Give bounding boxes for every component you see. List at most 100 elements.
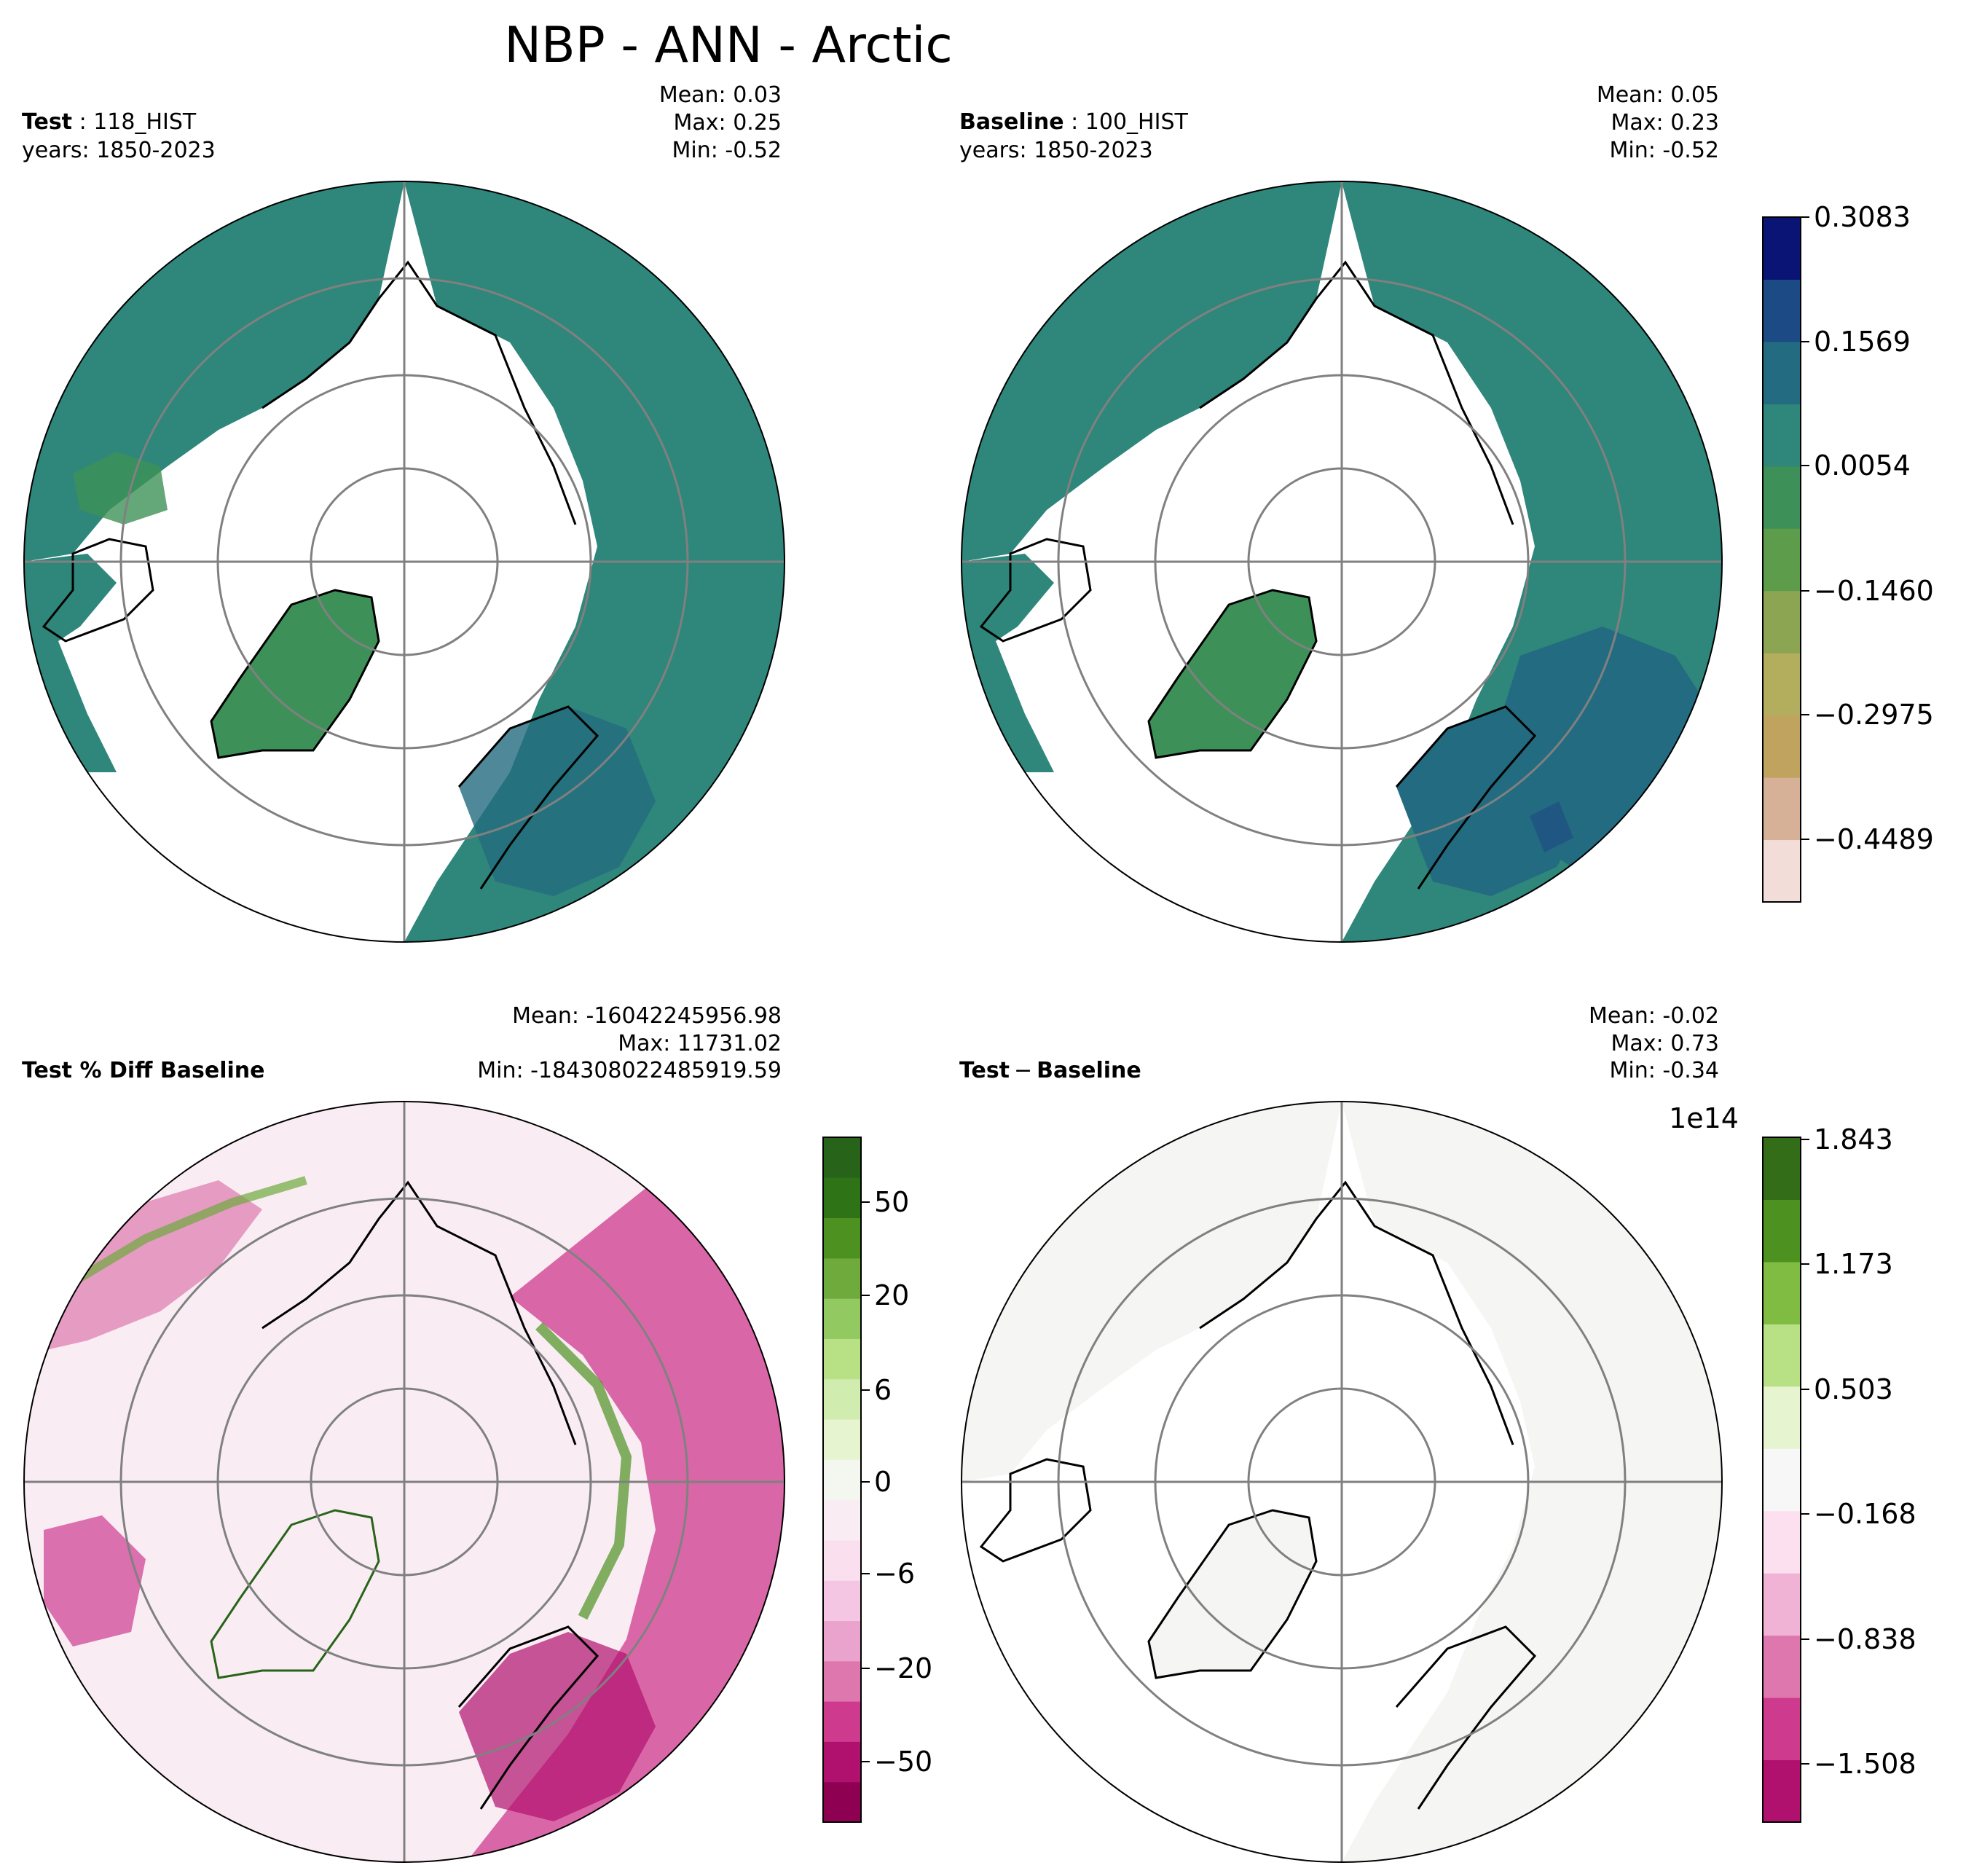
colorbar-diff-exponent: 1e14 bbox=[1669, 1102, 1739, 1134]
panel-test-years: years: 1850-2023 bbox=[22, 138, 216, 163]
colorbar-main-swatch bbox=[1763, 839, 1801, 903]
colorbar-pct-swatch bbox=[823, 1701, 861, 1742]
colorbar-diff: 1e14 1.843 1.173 0.503 −0.168 −0.838 −1.508 bbox=[1669, 1102, 1916, 1823]
colorbar-main-swatch bbox=[1763, 777, 1801, 841]
map-border-baseline bbox=[961, 181, 1723, 943]
panel-baseline: Baseline : 100_HIST years: 1850-2023 Mea… bbox=[959, 82, 1723, 943]
polar-map-baseline bbox=[962, 181, 1722, 942]
panel-diff-min: Min: -0.34 bbox=[1610, 1058, 1720, 1083]
panel-test-header: Test : 118_HIST bbox=[22, 109, 197, 135]
field-pct-america bbox=[24, 1180, 262, 1355]
colorbar-pct-swatch bbox=[823, 1499, 861, 1541]
colorbar-main-swatch bbox=[1763, 404, 1801, 467]
colorbar-diff-swatch bbox=[1763, 1261, 1801, 1324]
panel-test-mean: Mean: 0.03 bbox=[659, 82, 782, 108]
colorbar-main-tick-label: 0.3083 bbox=[1814, 201, 1911, 233]
colorbar-main-frame bbox=[1762, 216, 1801, 903]
coast-arctic-pct bbox=[262, 1180, 577, 1445]
polar-map-diff bbox=[962, 1102, 1722, 1862]
colorbar-diff-swatch bbox=[1763, 1324, 1801, 1387]
colorbar-pct-tick-label: 20 bbox=[874, 1279, 909, 1311]
graticule-baseline bbox=[962, 181, 1722, 942]
coast-greenland-test bbox=[210, 589, 380, 759]
colorbar-diff-tick-label: −0.168 bbox=[1814, 1498, 1916, 1530]
coast-arctic-baseline bbox=[1199, 260, 1514, 525]
colorbar-main-swatch bbox=[1763, 217, 1801, 280]
colorbar-pct-tick-label: −50 bbox=[874, 1746, 932, 1778]
polar-map-pct-diff bbox=[24, 1102, 785, 1862]
panel-diff-header: Test − Baseline bbox=[959, 1058, 1141, 1083]
graticule-diff bbox=[962, 1102, 1722, 1862]
colorbar-diff-tick-label: 1.173 bbox=[1814, 1248, 1893, 1280]
coast-scandinavia-baseline bbox=[1395, 705, 1537, 890]
field-pct-eurasia-magenta bbox=[466, 1180, 785, 1862]
colorbar-diff-swatch bbox=[1763, 1759, 1801, 1823]
colorbar-pct-diff: 50 20 6 0 −6 −20 −50 bbox=[822, 1137, 932, 1823]
coast-arctic-diff bbox=[1199, 1180, 1514, 1445]
colorbar-main-tick-label: −0.2975 bbox=[1814, 699, 1934, 731]
colorbar-diff-tick-label: −1.508 bbox=[1814, 1748, 1916, 1780]
colorbar-main-swatch bbox=[1763, 590, 1801, 654]
colorbar-main-swatch bbox=[1763, 466, 1801, 529]
field-pct-america-west bbox=[44, 1515, 146, 1647]
colorbar-main-swatch bbox=[1763, 341, 1801, 404]
graticule-test bbox=[24, 181, 785, 942]
colorbar-main-tick-label: −0.4489 bbox=[1814, 823, 1934, 855]
colorbar-pct-swatch bbox=[823, 1660, 861, 1702]
panel-test-sep: : bbox=[72, 109, 93, 135]
map-border-test bbox=[23, 181, 785, 943]
coast-scandinavia-diff bbox=[1395, 1625, 1537, 1810]
panel-test: Test : 118_HIST years: 1850-2023 Mean: 0… bbox=[22, 82, 785, 943]
colorbar-main-swatch bbox=[1763, 653, 1801, 716]
colorbar-pct-swatch bbox=[823, 1177, 861, 1219]
colorbar-pct-tick-label: 6 bbox=[874, 1374, 892, 1406]
colorbar-diff-tick-label: 1.843 bbox=[1814, 1123, 1893, 1155]
colorbar-diff-swatch bbox=[1763, 1573, 1801, 1636]
panel-baseline-min: Min: -0.52 bbox=[1610, 138, 1720, 163]
colorbar-main-swatch bbox=[1763, 715, 1801, 778]
colorbar-diff-swatch bbox=[1763, 1386, 1801, 1449]
panel-baseline-sep: : bbox=[1064, 109, 1085, 135]
colorbar-pct-tick-label: −20 bbox=[874, 1652, 932, 1684]
panel-baseline-years: years: 1850-2023 bbox=[959, 138, 1153, 163]
panel-test-case: 118_HIST bbox=[93, 109, 197, 135]
coast-greenland-pct bbox=[210, 1509, 380, 1679]
panel-diff-label-sep: − bbox=[1014, 1058, 1032, 1083]
panel-test-min: Min: -0.52 bbox=[672, 138, 782, 163]
colorbar-main-tick-label: 0.0054 bbox=[1814, 450, 1911, 482]
colorbar-pct-swatch bbox=[823, 1217, 861, 1259]
colorbar-pct-swatch bbox=[823, 1539, 861, 1581]
panel-baseline-header: Baseline : 100_HIST bbox=[959, 109, 1188, 135]
colorbar-pct-swatch bbox=[823, 1419, 861, 1460]
land-field-patch-dark bbox=[1530, 801, 1573, 852]
panel-diff-label-b: Baseline bbox=[1037, 1058, 1141, 1083]
colorbar-diff-swatch bbox=[1763, 1199, 1801, 1263]
coast-arctic-test bbox=[262, 260, 577, 525]
map-border-diff bbox=[961, 1101, 1723, 1863]
colorbar-pct-swatch bbox=[823, 1741, 861, 1783]
panel-pct-diff: Test % Diff Baseline Mean: -16042245956.… bbox=[22, 1003, 785, 1863]
panel-baseline-case: 100_HIST bbox=[1085, 109, 1189, 135]
colorbar-pct-swatch bbox=[823, 1257, 861, 1299]
colorbar-pct-tick-label: 0 bbox=[874, 1466, 892, 1498]
panel-test-max: Max: 0.25 bbox=[674, 110, 782, 136]
colorbar-diff-frame bbox=[1762, 1137, 1801, 1823]
land-field-patch-green bbox=[73, 452, 168, 525]
colorbar-pct-swatch bbox=[823, 1781, 861, 1823]
coast-scandinavia-test bbox=[457, 705, 599, 890]
coast-greenland-diff bbox=[1147, 1509, 1318, 1679]
colorbar-pct-swatch bbox=[823, 1137, 861, 1178]
map-border-pct-diff bbox=[23, 1101, 785, 1863]
field-pct-green-band-2 bbox=[70, 1176, 307, 1287]
panel-pct-diff-max: Max: 11731.02 bbox=[618, 1031, 782, 1056]
panel-pct-diff-label: Test % Diff Baseline bbox=[22, 1058, 265, 1083]
colorbar-pct-frame bbox=[822, 1137, 862, 1823]
panel-diff-max: Max: 0.73 bbox=[1611, 1031, 1719, 1056]
panel-pct-diff-mean: Mean: -16042245956.98 bbox=[512, 1003, 782, 1029]
colorbar-diff-tick-label: 0.503 bbox=[1814, 1373, 1893, 1405]
panel-diff-mean: Mean: -0.02 bbox=[1589, 1003, 1719, 1029]
colorbar-diff-swatch bbox=[1763, 1698, 1801, 1761]
field-pct-green-band bbox=[535, 1322, 632, 1620]
colorbar-pct-tick-label: −6 bbox=[874, 1558, 915, 1590]
